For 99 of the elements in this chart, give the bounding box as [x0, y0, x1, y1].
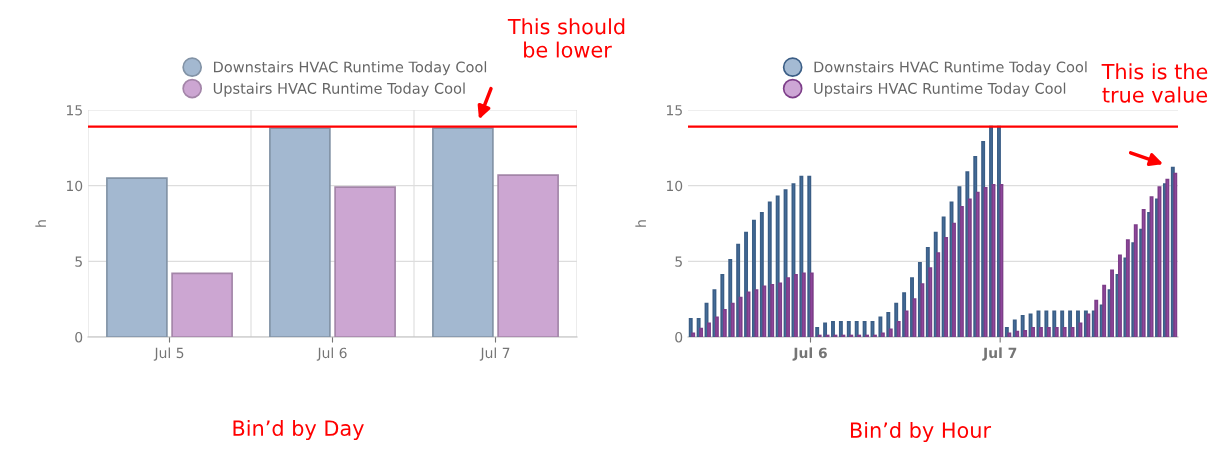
bar	[714, 316, 719, 337]
bar	[712, 289, 717, 337]
bar	[983, 187, 988, 337]
bar	[1052, 310, 1057, 337]
bar	[738, 296, 743, 337]
bar	[975, 191, 980, 337]
y-tick-label: 5	[675, 256, 682, 267]
bar	[823, 322, 828, 337]
bar	[880, 332, 885, 337]
y-tick-label: 5	[75, 256, 82, 267]
bar	[854, 321, 859, 337]
bar	[730, 302, 735, 337]
bar	[999, 184, 1004, 337]
bar	[171, 272, 233, 337]
bar	[691, 332, 696, 337]
bar	[770, 283, 775, 337]
y-tick-label: 15	[66, 105, 82, 116]
y-tick-label: 10	[666, 180, 683, 192]
bar	[334, 186, 396, 337]
bar	[1125, 239, 1130, 337]
bar	[736, 243, 741, 337]
bar	[878, 316, 883, 337]
bar	[799, 175, 804, 337]
bar	[1023, 330, 1028, 337]
bar	[1149, 196, 1154, 337]
bar	[497, 174, 559, 337]
bar	[807, 175, 812, 337]
bar	[722, 308, 727, 337]
bar	[728, 258, 733, 337]
bar	[1117, 254, 1122, 337]
bar	[1060, 310, 1065, 337]
bar	[688, 318, 693, 337]
bar	[106, 177, 168, 337]
bar	[862, 321, 867, 337]
x-tick-label: Jul 5	[153, 347, 184, 361]
bar	[786, 277, 790, 337]
bar	[1015, 330, 1020, 337]
bar	[888, 328, 893, 337]
bar	[896, 321, 901, 337]
y-axis-title: h	[35, 220, 46, 227]
bar	[778, 282, 783, 337]
bar	[1038, 327, 1043, 337]
bar	[1046, 327, 1051, 337]
bar	[904, 310, 909, 337]
bar	[1110, 269, 1115, 337]
bar	[762, 285, 767, 337]
legend-label: Upstairs HVAC Runtime Today Cool	[814, 82, 1066, 97]
bar	[801, 272, 806, 337]
bar	[707, 322, 711, 337]
x-tick-label: Jul 6	[316, 347, 347, 361]
bar	[269, 127, 331, 337]
bar	[1078, 322, 1083, 337]
bar	[1062, 327, 1067, 337]
y-tick-label: 0	[75, 331, 83, 343]
bar	[699, 327, 704, 337]
bar	[894, 302, 899, 337]
text: Bin’d by Hour	[850, 421, 992, 443]
bar	[1141, 209, 1146, 337]
bar	[936, 252, 941, 337]
bar	[1173, 172, 1178, 337]
bar	[1133, 224, 1138, 337]
bar	[720, 274, 725, 337]
bar	[1068, 310, 1073, 337]
bar	[846, 321, 851, 337]
bar	[744, 231, 749, 337]
bar	[1007, 332, 1012, 337]
text: Bin’d by Day	[233, 419, 364, 441]
text: This should be lower	[507, 18, 625, 58]
bar	[1165, 178, 1170, 337]
bar	[1094, 299, 1099, 337]
bar	[944, 237, 949, 337]
y-tick-label: 10	[66, 180, 83, 192]
text: This is the true value	[1101, 63, 1208, 103]
legend-label: Upstairs HVAC Runtime Today Cool	[213, 82, 465, 97]
legend-label: Downstairs HVAC Runtime Today Cool	[814, 61, 1087, 76]
y-tick-label: 15	[666, 105, 682, 116]
bar	[920, 283, 925, 337]
x-tick-label: Jul 7	[479, 347, 510, 361]
bar	[831, 321, 835, 337]
bar	[886, 311, 891, 337]
bar	[809, 272, 814, 337]
y-axis-title: h	[635, 220, 646, 227]
bar	[1102, 284, 1107, 337]
bar	[952, 222, 956, 337]
bar	[815, 327, 820, 337]
bar	[1054, 327, 1059, 337]
bar	[967, 198, 972, 337]
bar	[928, 267, 933, 337]
bar	[432, 127, 494, 337]
y-tick-label: 0	[675, 331, 683, 343]
legend-label: Downstairs HVAC Runtime Today Cool	[214, 61, 487, 76]
bar	[959, 206, 964, 337]
bar	[754, 289, 759, 337]
bar	[1031, 327, 1035, 337]
bar	[838, 321, 843, 337]
x-tick-label: Jul 7	[982, 347, 1017, 361]
x-tick-label: Jul 6	[792, 347, 827, 361]
bar	[793, 274, 798, 337]
bar	[1044, 310, 1049, 337]
